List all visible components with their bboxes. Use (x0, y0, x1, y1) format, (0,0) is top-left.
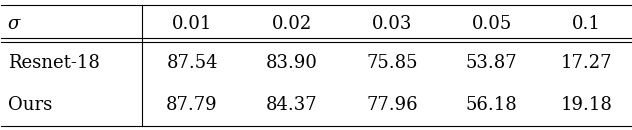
Text: 87.54: 87.54 (166, 54, 218, 72)
Text: 0.03: 0.03 (372, 15, 412, 33)
Text: 87.79: 87.79 (166, 96, 218, 114)
Text: 53.87: 53.87 (466, 54, 518, 72)
Text: 19.18: 19.18 (560, 96, 612, 114)
Text: 17.27: 17.27 (561, 54, 612, 72)
Text: 0.01: 0.01 (172, 15, 212, 33)
Text: Resnet-18: Resnet-18 (8, 54, 100, 72)
Text: 0.1: 0.1 (572, 15, 600, 33)
Text: 84.37: 84.37 (266, 96, 318, 114)
Text: 75.85: 75.85 (366, 54, 418, 72)
Text: Ours: Ours (8, 96, 52, 114)
Text: 83.90: 83.90 (266, 54, 318, 72)
Text: 77.96: 77.96 (366, 96, 418, 114)
Text: 0.02: 0.02 (272, 15, 312, 33)
Text: 56.18: 56.18 (466, 96, 518, 114)
Text: σ: σ (8, 15, 20, 33)
Text: 0.05: 0.05 (471, 15, 512, 33)
